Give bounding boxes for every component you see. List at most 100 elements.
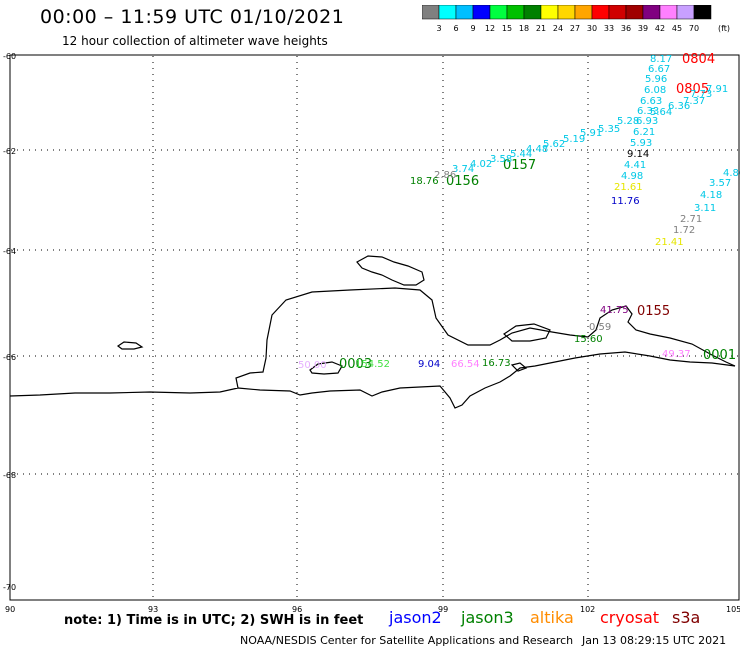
- wave-height-value: 18.76: [410, 176, 439, 187]
- x-axis-ticks: 90 93 96 99 102 105: [5, 605, 740, 614]
- wave-height-value: 4.48: [526, 144, 548, 155]
- x-tick-99: 99: [438, 605, 448, 614]
- wave-height-value: 7.37: [683, 96, 705, 107]
- map-subtitle: 12 hour collection of altimeter wave hei…: [62, 34, 328, 48]
- wave-height-value: 6.21: [633, 127, 655, 138]
- wave-height-value: 4.18: [700, 190, 722, 201]
- legend-jason3: jason3: [461, 608, 514, 627]
- y-tick-60: -60: [3, 52, 16, 61]
- track-label: 0156: [446, 174, 479, 189]
- wave-height-value: 16.73: [482, 358, 511, 369]
- gridlines: [11, 56, 738, 599]
- wave-height-value: 66.54: [451, 359, 480, 370]
- wave-height-value: 2.86: [434, 170, 456, 181]
- wave-height-value: 6.93: [636, 116, 658, 127]
- track-label: 0804: [682, 52, 715, 67]
- wave-height-value: 4.86: [723, 168, 740, 179]
- wave-height-value: 4.02: [470, 159, 492, 170]
- wave-height-value: 3.74: [452, 164, 474, 175]
- wave-height-value: 6.63: [640, 96, 662, 107]
- wave-height-value: 5.62: [543, 139, 565, 150]
- wave-height-value: 0.59: [589, 322, 611, 333]
- colorbar-tick: 9: [470, 24, 475, 33]
- y-axis-ticks: -60 -62 -64 -66 -68 -70: [3, 52, 16, 592]
- colorbar-tick: 3: [436, 24, 441, 33]
- x-tick-93: 93: [148, 605, 158, 614]
- wave-height-value: 21.61: [614, 182, 643, 193]
- wave-height-value: 1.72: [673, 225, 695, 236]
- wave-height-value: 6.36: [668, 101, 690, 112]
- units-note: note: 1) Time is in UTC; 2) SWH is in fe…: [64, 613, 364, 628]
- x-tick-90: 90: [5, 605, 15, 614]
- wave-height-value: 21.41: [655, 237, 684, 248]
- y-tick-66: -66: [3, 353, 16, 362]
- wave-height-value: 3.11: [694, 203, 716, 214]
- wave-height-value: 5.19: [563, 134, 585, 145]
- legend-altika: altika: [530, 608, 574, 627]
- wave-height-value: 3.58: [490, 154, 512, 165]
- wave-height-value: 4.98: [621, 171, 643, 182]
- wave-height-value: 6.33: [637, 106, 659, 117]
- colorbar-tick: 15: [502, 24, 512, 33]
- wave-height-value: 5.93: [630, 138, 652, 149]
- colorbar-swatch: [693, 5, 712, 20]
- track-label: 0157: [503, 158, 536, 173]
- colorbar-tick: 27: [570, 24, 580, 33]
- colorbar-tick: 24: [553, 24, 563, 33]
- wave-height-value: 154.52: [355, 359, 390, 370]
- legend-jason2: jason2: [389, 608, 442, 627]
- colorbar-tick: 6: [453, 24, 458, 33]
- wave-height-value: 6.08: [644, 85, 666, 96]
- wave-height-value: 2.71: [680, 214, 702, 225]
- colorbar-tick: 45: [672, 24, 682, 33]
- track-label: 0155: [637, 304, 670, 319]
- wave-height-value: 9.14: [627, 149, 649, 160]
- x-tick-96: 96: [292, 605, 302, 614]
- wave-height-value: 15.60: [574, 334, 603, 345]
- wave-height-value: 7.73: [690, 89, 712, 100]
- legend-cryosat: cryosat: [600, 608, 660, 627]
- y-tick-64: -64: [3, 247, 16, 256]
- wave-height-value: 5.35: [598, 124, 620, 135]
- wave-height-value: 41.75: [600, 305, 629, 316]
- colorbar-tick: 30: [587, 24, 597, 33]
- wave-height-value: 5.96: [645, 74, 667, 85]
- colorbar-tick: 39: [638, 24, 648, 33]
- wave-values: 8.176.675.966.086.636.336.936.215.939.14…: [298, 54, 740, 371]
- y-tick-62: -62: [3, 147, 16, 156]
- track-label: 0805: [676, 82, 709, 97]
- wave-height-value: 4.41: [624, 160, 646, 171]
- wave-height-value: 3.57: [709, 178, 731, 189]
- colorbar-tick: 36: [621, 24, 631, 33]
- credit-line: NOAA/NESDIS Center for Satellite Applica…: [240, 634, 574, 647]
- colorbar-unit: (ft): [718, 24, 730, 33]
- coastline: [9, 255, 736, 409]
- colorbar-tick: 33: [604, 24, 614, 33]
- wave-height-value: 5.64: [650, 107, 672, 118]
- wave-height-value: 9.04: [418, 359, 440, 370]
- x-tick-102: 102: [580, 605, 595, 614]
- colorbar-tick: 12: [485, 24, 495, 33]
- wave-height-value: 6.67: [648, 64, 670, 75]
- colorbar-tick: 70: [689, 24, 699, 33]
- y-tick-70: -70: [3, 583, 16, 592]
- track-labels: 0804 0805 0157 0156 0155 0003 0001: [339, 52, 736, 372]
- legend-s3a: s3a: [672, 608, 701, 627]
- wave-height-value: 5.91: [580, 128, 602, 139]
- track-label: 0001: [703, 348, 736, 363]
- wave-height-value: 49.37: [662, 349, 691, 360]
- generated-timestamp: Jan 13 08:29:15 UTC 2021: [582, 634, 727, 647]
- colorbar-tick: 18: [519, 24, 529, 33]
- colorbar-tick: 21: [536, 24, 546, 33]
- wave-height-value: 5.28: [617, 116, 639, 127]
- wave-height-value: 7.91: [706, 84, 728, 95]
- colorbar-tick: 42: [655, 24, 665, 33]
- wave-height-value: 11.76: [611, 196, 640, 207]
- map-frame: [9, 54, 740, 601]
- wave-height-colorbar: 3 6 9 12 15 18 21 24 27 30 33 36 39 42 45 70 (ft): [422, 5, 730, 33]
- wave-height-value: 50.00: [298, 360, 327, 371]
- wave-height-value: 5.44: [510, 149, 532, 160]
- map-title: 00:00 – 11:59 UTC 01/10/2021: [40, 6, 345, 28]
